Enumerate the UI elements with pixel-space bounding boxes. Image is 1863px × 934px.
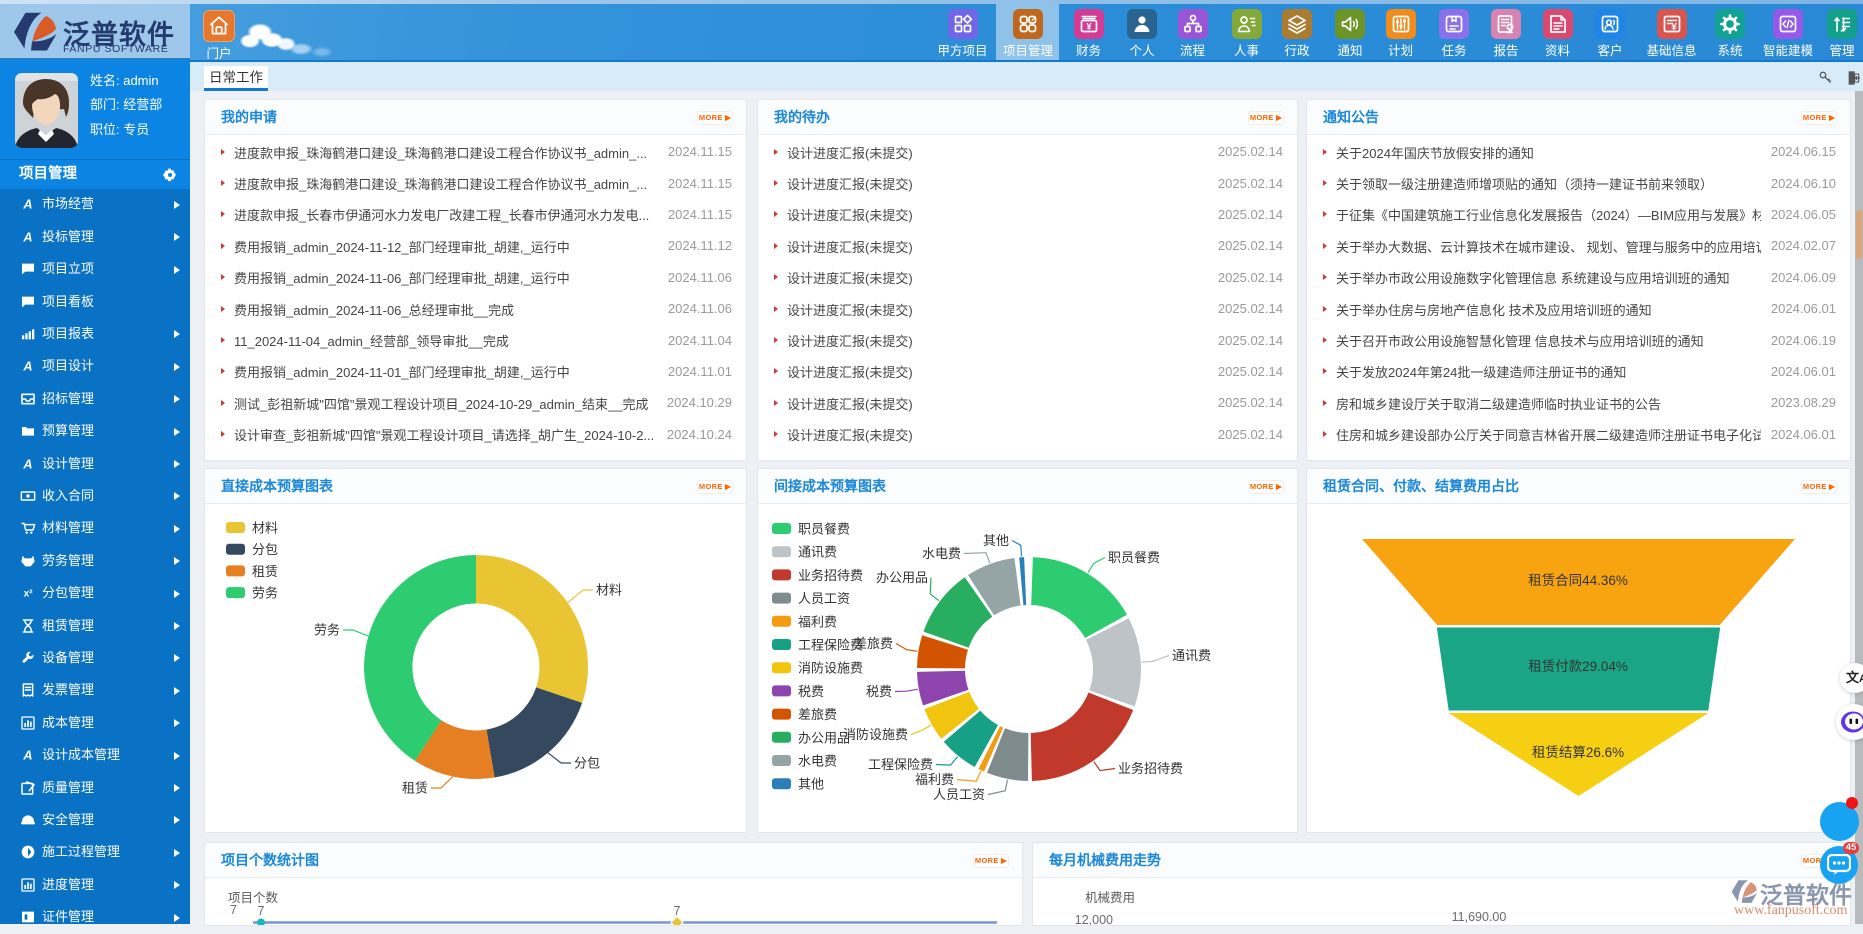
svg-text:差旅费: 差旅费 [798, 707, 837, 722]
svg-text:分包: 分包 [252, 542, 278, 557]
svg-text:水电费: 水电费 [922, 546, 961, 561]
svg-text:劳务: 劳务 [314, 623, 340, 638]
svg-text:通讯费: 通讯费 [1172, 648, 1211, 663]
svg-text:7: 7 [258, 904, 265, 918]
svg-text:机械费用: 机械费用 [1085, 890, 1135, 905]
svg-text:通讯费: 通讯费 [798, 545, 837, 560]
svg-text:A: A [22, 457, 32, 471]
svg-text:劳务: 劳务 [252, 586, 278, 601]
svg-text:税费: 税费 [798, 684, 824, 699]
svg-text:7: 7 [230, 903, 237, 917]
svg-text:A: A [22, 360, 32, 374]
svg-text:租赁: 租赁 [402, 781, 428, 796]
svg-text:材料: 材料 [596, 583, 622, 598]
svg-text:租赁结算26.6%: 租赁结算26.6% [1532, 745, 1624, 760]
svg-text:租赁付款29.04%: 租赁付款29.04% [1528, 659, 1628, 674]
svg-text:其他: 其他 [798, 777, 824, 792]
svg-text:x²: x² [24, 588, 34, 599]
svg-text:材料: 材料 [252, 521, 278, 536]
svg-text:差旅费: 差旅费 [854, 636, 893, 651]
svg-text:12,000: 12,000 [1075, 913, 1113, 925]
svg-text:消防设施费: 消防设施费 [798, 661, 863, 676]
svg-text:税费: 税费 [866, 684, 892, 699]
svg-text:业务招待费: 业务招待费 [798, 568, 863, 583]
svg-text:福利费: 福利费 [798, 614, 837, 629]
svg-text:业务招待费: 业务招待费 [1118, 761, 1183, 776]
svg-text:¥: ¥ [1671, 22, 1677, 33]
svg-text:租赁: 租赁 [252, 564, 278, 579]
svg-text:其他: 其他 [983, 533, 1009, 548]
svg-text:消防设施费: 消防设施费 [843, 727, 908, 742]
svg-text:A: A [22, 230, 32, 244]
svg-text:分包: 分包 [574, 756, 600, 771]
svg-text:租赁合同44.36%: 租赁合同44.36% [1528, 573, 1628, 588]
svg-text:A: A [22, 749, 32, 763]
svg-text:人员工资: 人员工资 [798, 591, 850, 606]
svg-text:水电费: 水电费 [798, 754, 837, 769]
svg-text:工程保险费: 工程保险费 [868, 757, 933, 772]
svg-text:职员餐费: 职员餐费 [798, 522, 850, 537]
svg-text:福利费: 福利费 [915, 772, 954, 787]
svg-text:11,690.00: 11,690.00 [1452, 910, 1507, 924]
svg-text:办公用品: 办公用品 [876, 570, 928, 585]
svg-text:¥: ¥ [1086, 22, 1091, 32]
svg-text:职员餐费: 职员餐费 [1108, 550, 1160, 565]
svg-text:人员工资: 人员工资 [933, 787, 985, 802]
svg-text:A: A [22, 198, 32, 212]
